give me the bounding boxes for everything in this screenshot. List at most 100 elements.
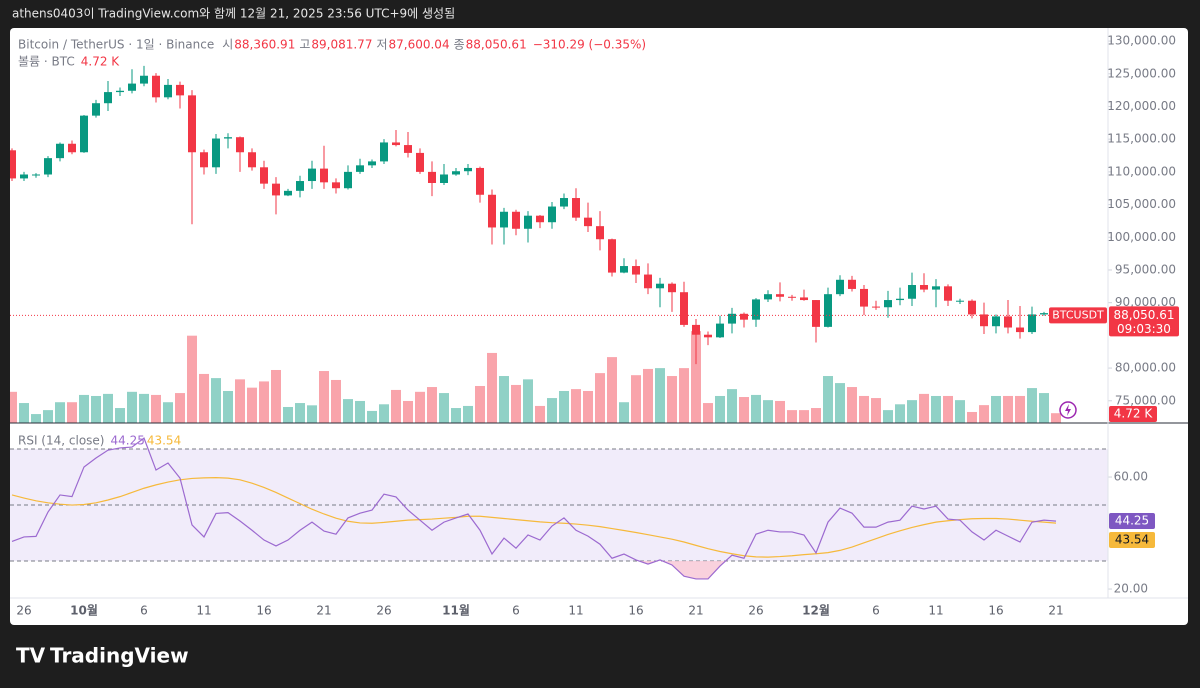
volume-bar [763, 400, 773, 423]
candle-body [32, 174, 40, 176]
x-tick-label: 6 [512, 604, 520, 618]
volume-bar [799, 410, 809, 423]
candle-body [476, 167, 484, 195]
volume-bar [943, 395, 953, 423]
rsi-ma-tag: 43.54 [1115, 533, 1149, 547]
volume-bar [247, 387, 257, 423]
candle-body [68, 143, 76, 153]
candle-body [80, 115, 88, 153]
volume-bar [775, 400, 785, 423]
volume-bar [295, 403, 305, 423]
volume-bar [919, 393, 929, 423]
rsi-tick-label: 20.00 [1114, 582, 1148, 596]
volume-bar [403, 400, 413, 423]
rsi-tag-bg [1109, 513, 1155, 529]
candle-body [668, 283, 676, 293]
volume-bar [871, 398, 881, 423]
candle-body [692, 324, 700, 335]
candle-body [1028, 314, 1036, 333]
candle-body [332, 182, 340, 189]
candle-body [1040, 313, 1048, 315]
volume-bar [847, 387, 857, 423]
legend-text: Bitcoin / TetherUS · 1일 · Binance [18, 38, 214, 52]
candle-body [848, 279, 856, 289]
candle-body [656, 283, 664, 289]
rsi-ma-tag-bg [1109, 532, 1155, 548]
volume-bar [727, 389, 737, 423]
volume-bar [583, 390, 593, 423]
candle-body [740, 313, 748, 320]
candle-body [392, 142, 400, 146]
alert-bolt [1065, 404, 1071, 416]
candle-body [776, 294, 784, 297]
volume-bar [67, 402, 77, 423]
candle-body [908, 285, 916, 299]
y-tick-label: 105,000.00 [1107, 197, 1176, 211]
candle-body [536, 215, 544, 223]
candle-body [620, 266, 628, 273]
legend-text: 저 [376, 38, 387, 52]
volume-bar [91, 395, 101, 423]
candle-body [488, 194, 496, 228]
candle-body [572, 198, 580, 218]
candle-body [104, 92, 112, 104]
volume-bar [931, 395, 941, 423]
volume-bar [10, 391, 17, 423]
volume-bar [595, 373, 605, 423]
rsi-tag: 44.25 [1115, 514, 1149, 528]
candle-body [956, 300, 964, 302]
volume-bar [679, 368, 689, 423]
candle-body [188, 95, 196, 153]
y-tick-label: 125,000.00 [1107, 66, 1176, 80]
volume-bar [487, 352, 497, 423]
ticker-tag-bg [1049, 307, 1107, 324]
candle-body [632, 266, 640, 275]
candle-body [356, 165, 364, 172]
volume-bar [139, 393, 149, 423]
x-tick-label: 10월 [70, 603, 98, 618]
volume-bar [283, 406, 293, 423]
volume-bar [739, 397, 749, 423]
candle-body [884, 300, 892, 308]
candle-body [10, 150, 16, 179]
candle-body [224, 137, 232, 139]
last-price-tag-bg [1109, 306, 1179, 337]
candle-body [296, 181, 304, 191]
volume-bar [991, 395, 1001, 423]
volume-bar [223, 390, 233, 423]
volume-bar [127, 391, 137, 423]
volume-bar [379, 404, 389, 423]
candle-body [788, 296, 796, 298]
volume-bar [103, 393, 113, 423]
candle-body [284, 190, 292, 196]
x-tick-label: 21 [316, 604, 331, 618]
candle-body [452, 171, 460, 175]
brand-logo: TV [16, 644, 46, 668]
volume-bar [499, 376, 509, 423]
volume-bar [511, 384, 521, 423]
volume-bar [439, 393, 449, 423]
x-tick-label: 11월 [442, 603, 470, 618]
volume-bar [883, 410, 893, 423]
rsi-legend: RSI (14, close) [18, 434, 104, 448]
volume-bar [547, 398, 557, 423]
candle-body [524, 215, 532, 229]
volume-bar [427, 387, 437, 423]
volume-bar [655, 368, 665, 423]
rsi-tick-label: 60.00 [1114, 470, 1148, 484]
volume-bar [463, 405, 473, 423]
volume-bar [571, 389, 581, 423]
volume-bar [643, 368, 653, 423]
candle-body [464, 167, 472, 172]
y-tick-label: 90,000.00 [1115, 295, 1176, 309]
volume-bar [475, 385, 485, 423]
last-price-tag: 88,050.61 [1113, 308, 1174, 322]
volume-bar [895, 404, 905, 423]
rsi-ma-legend-value: 43.54 [147, 434, 181, 448]
candle-body [116, 90, 124, 93]
volume-bar [163, 402, 173, 423]
volume-bar [619, 402, 629, 423]
rsi-legend-value: 44.25 [110, 434, 144, 448]
